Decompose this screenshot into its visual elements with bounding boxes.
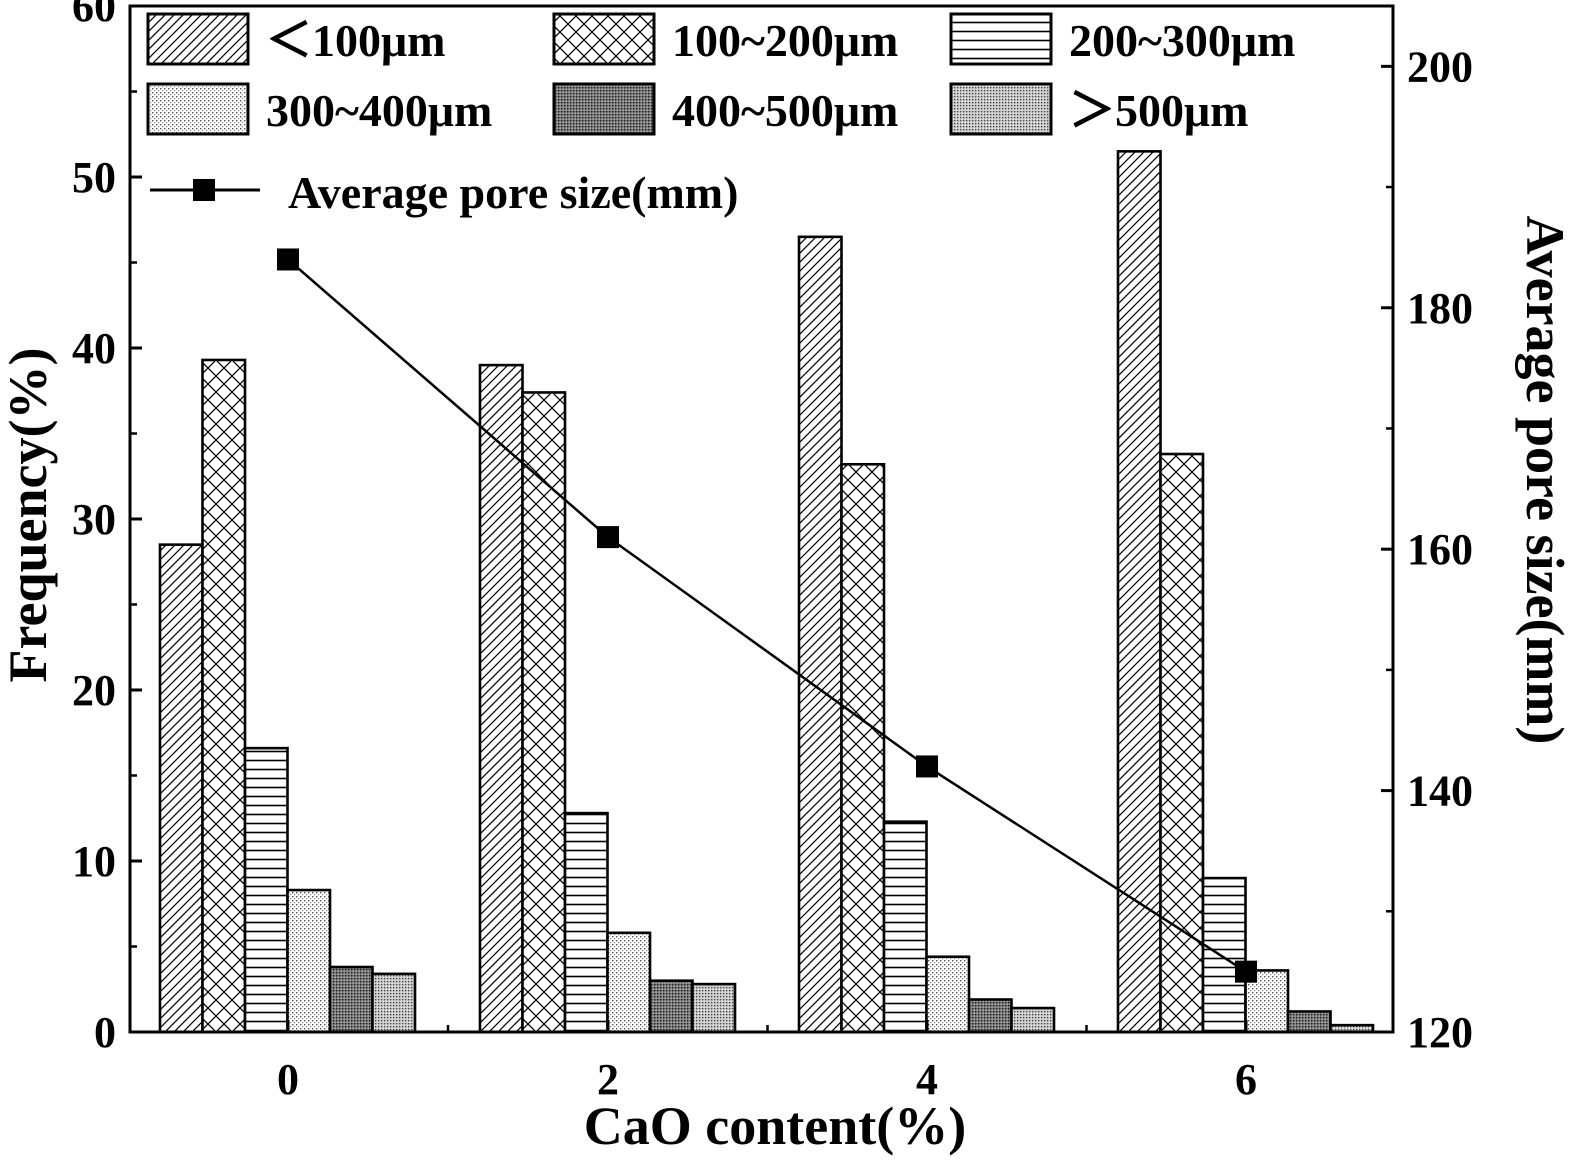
legend-swatch-4 bbox=[552, 82, 656, 136]
legend-swatch-0 bbox=[146, 12, 250, 66]
bar-s1-c3 bbox=[1159, 452, 1205, 1034]
bars-layer bbox=[158, 150, 1375, 1034]
legend-label-0: ＜100μm bbox=[266, 15, 445, 66]
x-tick-label-2: 4 bbox=[916, 1055, 938, 1104]
bar-s1-c0 bbox=[201, 358, 247, 1034]
bar-s2-c1 bbox=[563, 811, 609, 1034]
line-point-0 bbox=[277, 248, 299, 271]
bar-s5-c2 bbox=[1010, 1006, 1056, 1034]
bar-s0-c1 bbox=[478, 363, 524, 1034]
bar-s0-c0 bbox=[158, 543, 204, 1034]
bar-s4-c2 bbox=[967, 998, 1013, 1034]
x-axis-title: CaO content(%) bbox=[584, 1096, 966, 1156]
y-left-tick-label-2: 20 bbox=[72, 666, 116, 715]
bar-s1-c2 bbox=[840, 462, 886, 1034]
y-right-axis-title: Average pore size(mm) bbox=[1515, 216, 1575, 745]
bar-s4-c3 bbox=[1286, 1010, 1332, 1034]
legend-label-5: ＞500μm bbox=[1069, 85, 1248, 136]
y-right-tick-label-2: 160 bbox=[1407, 525, 1473, 574]
y-right-tick-label-1: 140 bbox=[1407, 767, 1473, 816]
x-tick-label-1: 2 bbox=[597, 1055, 619, 1104]
bar-s2-c3 bbox=[1201, 876, 1247, 1034]
y-left-tick-label-1: 10 bbox=[72, 837, 116, 886]
legend-swatch-5 bbox=[949, 82, 1053, 136]
bar-s4-c0 bbox=[328, 965, 374, 1034]
y-left-tick-label-3: 30 bbox=[72, 495, 116, 544]
line-point-1 bbox=[597, 526, 619, 549]
legend-label-1: 100~200μm bbox=[672, 15, 898, 66]
x-tick-label-0: 0 bbox=[277, 1055, 299, 1104]
legend-label-3: 300~400μm bbox=[266, 85, 492, 136]
line-average-pore-size bbox=[287, 258, 1247, 973]
y-left-tick-label-0: 0 bbox=[94, 1008, 116, 1057]
y-left-tick-label-6: 60 bbox=[72, 0, 116, 31]
legend-line-marker bbox=[193, 179, 215, 201]
bar-s3-c2 bbox=[925, 955, 971, 1034]
y-left-tick-label-5: 50 bbox=[72, 153, 116, 202]
bar-s5-c1 bbox=[691, 982, 737, 1034]
bar-s3-c0 bbox=[286, 888, 332, 1034]
legend-swatch-1 bbox=[552, 12, 656, 66]
y-right-tick-label-0: 120 bbox=[1407, 1008, 1473, 1057]
line-layer bbox=[277, 248, 1257, 983]
y-right-tick-label-3: 180 bbox=[1407, 284, 1473, 333]
bar-s5-c0 bbox=[371, 972, 417, 1034]
bar-s0-c3 bbox=[1116, 150, 1162, 1034]
legend-swatch-3 bbox=[146, 82, 250, 136]
legend-label-2: 200~300μm bbox=[1069, 15, 1295, 66]
legend-label-line: Average pore size(mm) bbox=[288, 167, 738, 218]
line-point-3 bbox=[1235, 960, 1257, 983]
y-left-axis-title: Frequency(%) bbox=[0, 348, 58, 683]
legend: ＜100μm 100~200μm 200~300μm 300~400μm 400~500… bbox=[146, 12, 1295, 218]
x-tick-label-3: 6 bbox=[1235, 1055, 1257, 1104]
legend-swatch-2 bbox=[949, 12, 1053, 66]
bar-s2-c2 bbox=[882, 820, 928, 1034]
bar-s1-c1 bbox=[521, 391, 567, 1034]
bar-s3-c1 bbox=[606, 931, 652, 1034]
bar-s2-c0 bbox=[243, 746, 289, 1034]
y-left-tick-label-4: 40 bbox=[72, 324, 116, 373]
y-right-tick-label-4: 200 bbox=[1407, 42, 1473, 91]
bar-s0-c2 bbox=[797, 235, 843, 1034]
bar-s4-c1 bbox=[648, 979, 694, 1034]
line-point-2 bbox=[916, 755, 938, 778]
legend-label-4: 400~500μm bbox=[672, 85, 898, 136]
